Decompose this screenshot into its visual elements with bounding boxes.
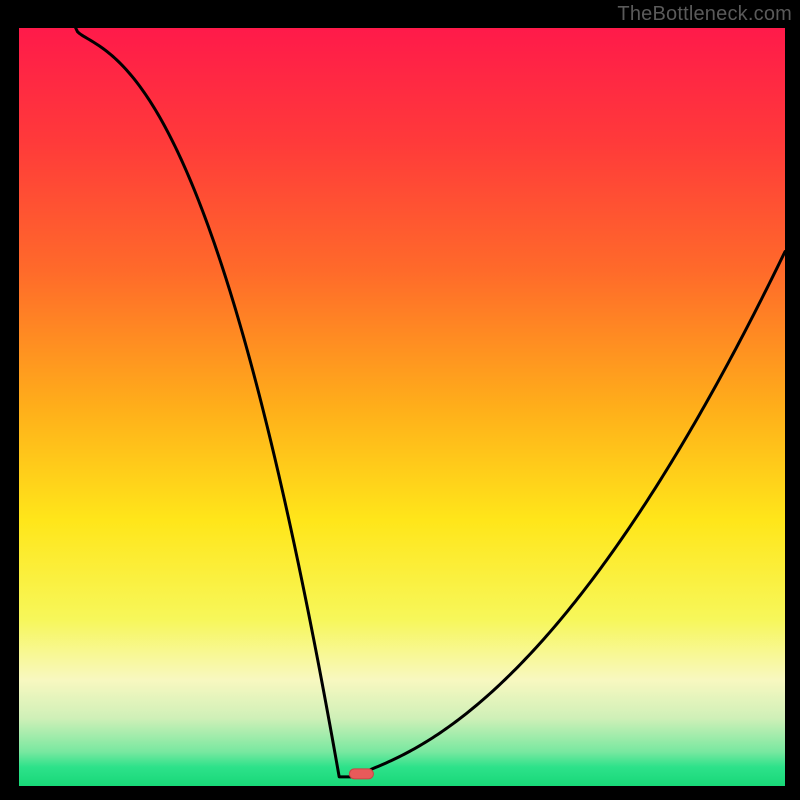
plot-background bbox=[19, 28, 785, 786]
watermark-text: TheBottleneck.com bbox=[617, 3, 792, 26]
chart-svg bbox=[0, 0, 800, 800]
minimum-marker bbox=[349, 769, 373, 779]
chart-container: TheBottleneck.com bbox=[0, 0, 800, 800]
